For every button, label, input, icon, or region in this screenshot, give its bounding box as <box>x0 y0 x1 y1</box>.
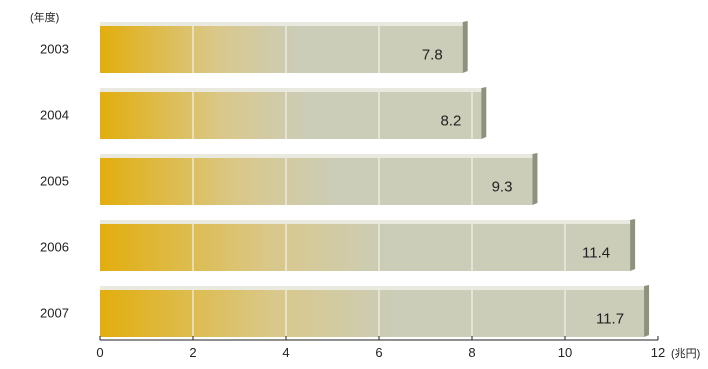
x-axis-ticks: 0 2 4 6 8 10 12 <box>96 336 665 360</box>
bars-group: 7.8 2003 8.2 2004 9.3 2005 11.4 2006 11.7 2007 <box>40 21 650 337</box>
bar-top-edge <box>100 88 482 92</box>
bar-value-label: 7.8 <box>422 47 443 64</box>
x-tick-label: 12 <box>651 345 665 360</box>
category-label: 2007 <box>40 306 69 321</box>
x-tick-label: 4 <box>282 345 289 360</box>
category-label: 2006 <box>40 240 69 255</box>
x-tick-label: 10 <box>558 345 572 360</box>
bar <box>100 290 645 337</box>
bar-side-edge <box>462 21 468 73</box>
x-tick-label: 0 <box>96 345 103 360</box>
bar-value-label: 11.7 <box>596 311 624 328</box>
bar-row: 9.3 2005 <box>40 153 538 205</box>
bar-row: 11.7 2007 <box>40 285 650 337</box>
bar <box>100 92 482 139</box>
bar-top-edge <box>100 22 463 26</box>
bar-top-edge <box>100 286 645 290</box>
x-tick-label: 6 <box>375 345 382 360</box>
bar-value-label: 8.2 <box>440 113 461 130</box>
bar-side-edge <box>532 153 538 205</box>
bar-side-edge <box>481 87 487 139</box>
x-tick-label: 2 <box>189 345 196 360</box>
category-label: 2004 <box>40 108 69 123</box>
bar-top-edge <box>100 154 533 158</box>
category-label: 2003 <box>40 42 69 57</box>
bar-row: 8.2 2004 <box>40 87 487 139</box>
x-axis-unit-label: (兆円) <box>671 347 700 360</box>
x-tick-label: 8 <box>468 345 475 360</box>
bar <box>100 224 631 271</box>
bar <box>100 158 533 205</box>
bar-value-label: 11.4 <box>582 245 610 262</box>
bar-top-edge <box>100 220 631 224</box>
bar-side-edge <box>644 285 650 337</box>
bar-value-label: 9.3 <box>492 179 513 196</box>
bar-row: 11.4 2006 <box>40 219 636 271</box>
bar-side-edge <box>630 219 636 271</box>
y-axis-unit-label: (年度) <box>30 10 59 24</box>
bar-row: 7.8 2003 <box>40 21 468 73</box>
bar <box>100 26 463 73</box>
category-label: 2005 <box>40 174 69 189</box>
